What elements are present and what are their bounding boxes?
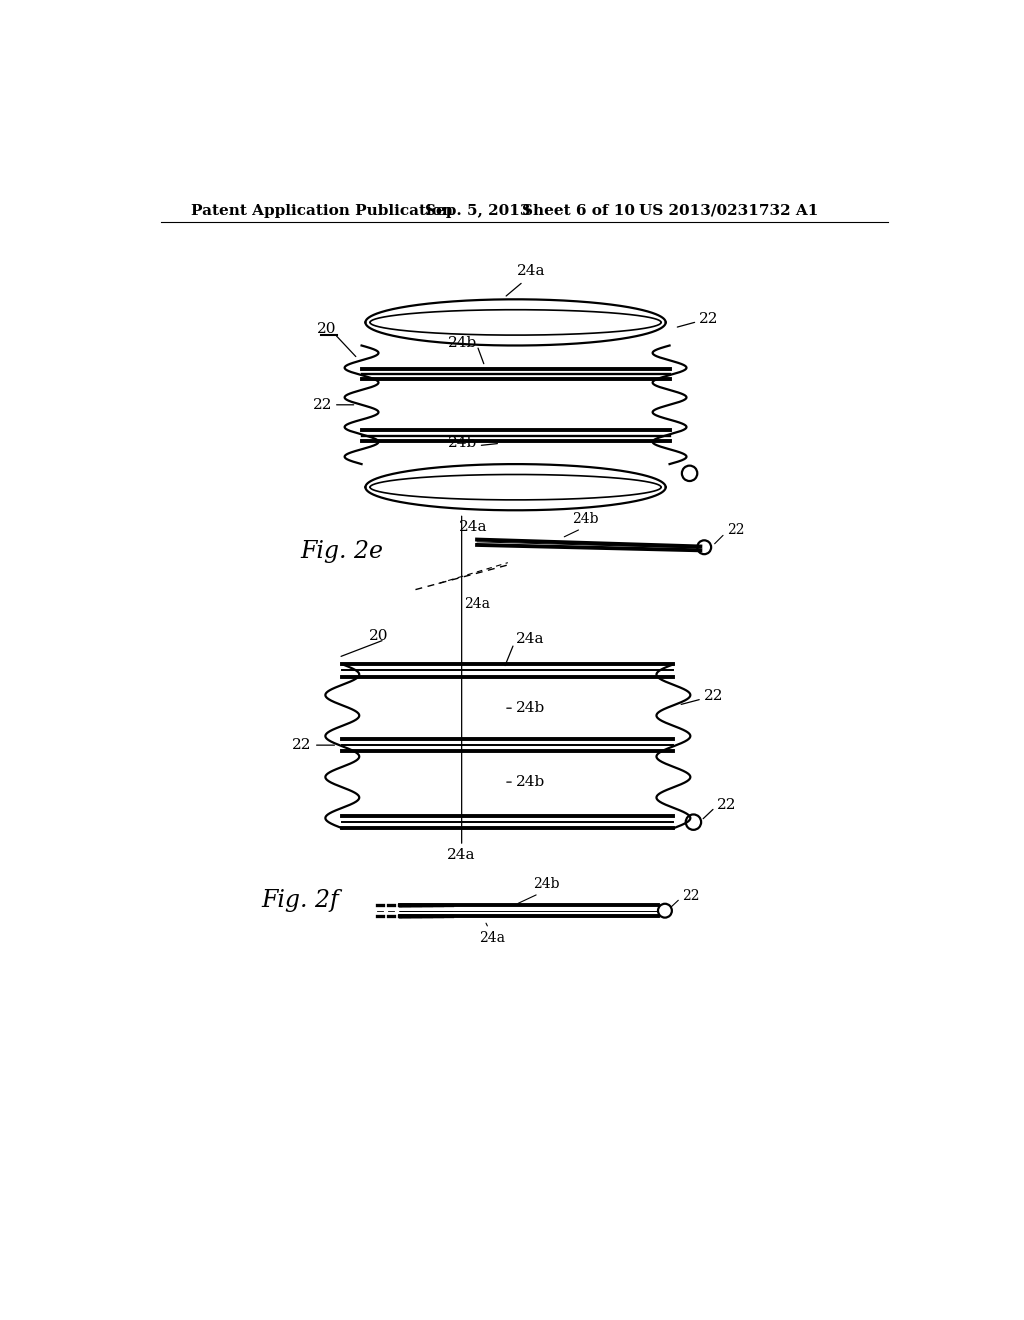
Text: 22: 22 [312,397,333,412]
Text: 24b: 24b [534,878,559,891]
Text: Sep. 5, 2013: Sep. 5, 2013 [425,203,530,218]
Text: US 2013/0231732 A1: US 2013/0231732 A1 [639,203,818,218]
Text: 24a: 24a [464,598,490,611]
Text: 24a: 24a [447,847,476,862]
Text: Sheet 6 of 10: Sheet 6 of 10 [521,203,635,218]
Text: 24b: 24b [447,437,477,450]
Text: 24b: 24b [571,512,598,527]
Text: 24b: 24b [447,337,477,350]
Text: Fig. 2e: Fig. 2e [300,540,383,562]
Text: Patent Application Publication: Patent Application Publication [190,203,453,218]
Text: 24a: 24a [459,520,487,535]
Text: 22: 22 [682,890,699,903]
Text: 22: 22 [705,689,724,702]
Text: Fig. 2f: Fig. 2f [261,890,339,912]
Text: 24a: 24a [479,931,506,945]
Text: 22: 22 [717,799,736,812]
Text: 24a: 24a [517,264,545,277]
Text: 20: 20 [317,322,337,337]
Text: 22: 22 [727,523,744,537]
Text: 20: 20 [369,628,388,643]
Text: 22: 22 [698,312,718,326]
Text: 24a: 24a [515,632,544,645]
Text: 22: 22 [292,738,311,752]
Text: 24b: 24b [515,775,545,789]
Text: 24b: 24b [515,701,545,715]
